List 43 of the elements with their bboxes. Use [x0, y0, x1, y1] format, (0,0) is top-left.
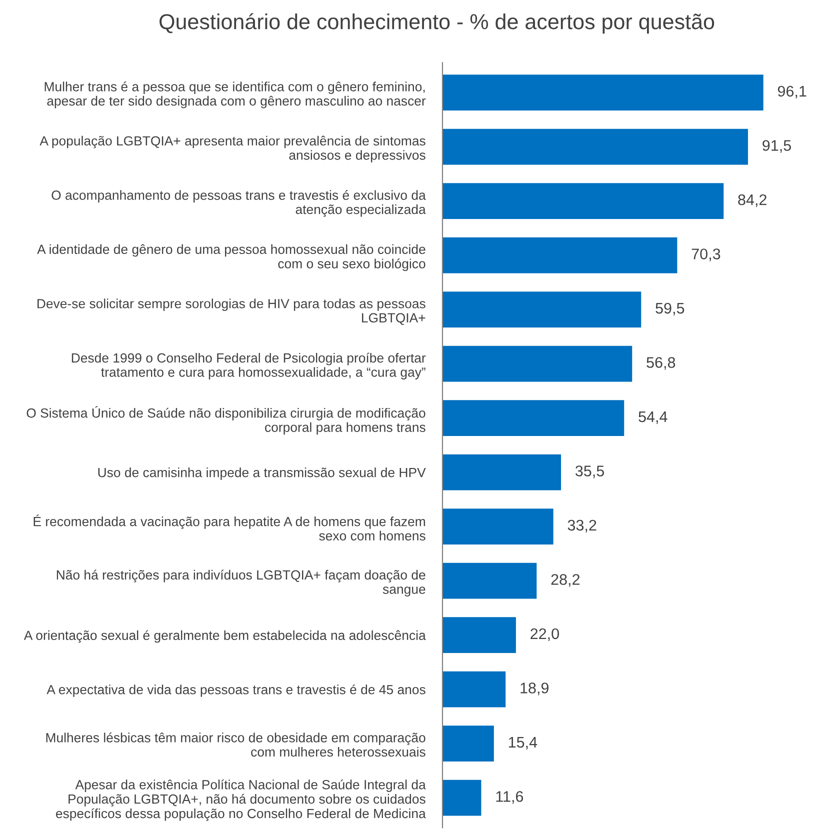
y-tick-label: A orientação sexual é geralmente bem estabelecida na adolescência	[24, 630, 426, 643]
bar	[442, 128, 748, 165]
bar	[442, 183, 724, 219]
bar	[442, 454, 562, 490]
data-label: 35,5	[575, 466, 604, 478]
data-label: 18,9	[520, 682, 548, 696]
bar	[442, 617, 516, 653]
data-label: 70,3	[692, 248, 720, 262]
bar	[442, 292, 642, 328]
data-label: 96,1	[778, 86, 806, 98]
data-label: 11,6	[496, 791, 524, 804]
data-label: 15,4	[508, 736, 538, 750]
data-label: 59,5	[656, 302, 684, 316]
y-tick-label: Deve-se solicitar sempre sorologias de HIV para todas as pessoas LGBTQIA+	[38, 298, 426, 325]
y-tick-label: Uso de camisinha impede a transmissão sexual de HPV	[98, 468, 426, 480]
data-label: 56,8	[646, 357, 676, 370]
bar	[442, 346, 632, 382]
y-tick-label: A identidade de gênero de uma pessoa homossexual não coincide com o seu sexo biológico	[37, 244, 426, 271]
y-tick-label: O acompanhamento de pessoas trans e travestis é exclusivo da atenção especializada	[52, 190, 426, 217]
bar	[442, 400, 624, 436]
y-tick-label: Não há restrições para indivíduos LGBTQIA+ façam doação de sangue	[56, 570, 426, 596]
bar	[442, 780, 482, 816]
y-tick-label: Mulheres lésbicas têm maior risco de obesidade em comparação com mulheres heterossexuais	[46, 732, 426, 757]
data-label: 54,4	[638, 411, 668, 424]
data-label: 28,2	[551, 574, 580, 587]
bar	[442, 74, 764, 110]
bar	[442, 726, 494, 762]
data-label: 33,2	[568, 520, 596, 532]
data-label: 84,2	[738, 194, 766, 207]
y-tick-label: Desde 1999 o Conselho Federal de Psicologia proíbe ofertar tratamento e cura para homossexualidade, a “cura gay”	[72, 352, 426, 380]
y-tick-label: A população LGBTQIA+ apresenta maior prevalência de sintomas ansiosos e depressivos	[40, 136, 426, 162]
bar	[442, 671, 506, 708]
y-tick-label: Apesar da existência Política Nacional de Saúde Integral da População LGBTQIA+, não há documento sobre os cuidados específicos dessa população no Conselho Federal de Medicina	[56, 779, 426, 821]
bar	[442, 237, 678, 274]
bar	[442, 562, 537, 599]
y-tick-label: O Sistema Único de Saúde não disponibiliza cirurgia de modificação corporal para homens trans	[26, 406, 426, 435]
y-tick-label: Mulher trans é a pessoa que se identifica com o gênero feminino, apesar de ter sido designada com o gênero masculino ao nascer	[44, 82, 426, 108]
bar	[442, 508, 554, 544]
y-tick-label: É recomendada a vacinação para hepatite A de homens que fazem sexo com homens	[34, 514, 426, 540]
chart-title: Questionário de conhecimento - % de acertos por questão	[160, 13, 714, 34]
y-tick-label: A expectativa de vida das pessoas trans e travestis é de 45 anos	[46, 684, 426, 697]
data-label: 22,0	[530, 628, 559, 641]
data-label: 91,5	[762, 140, 791, 153]
